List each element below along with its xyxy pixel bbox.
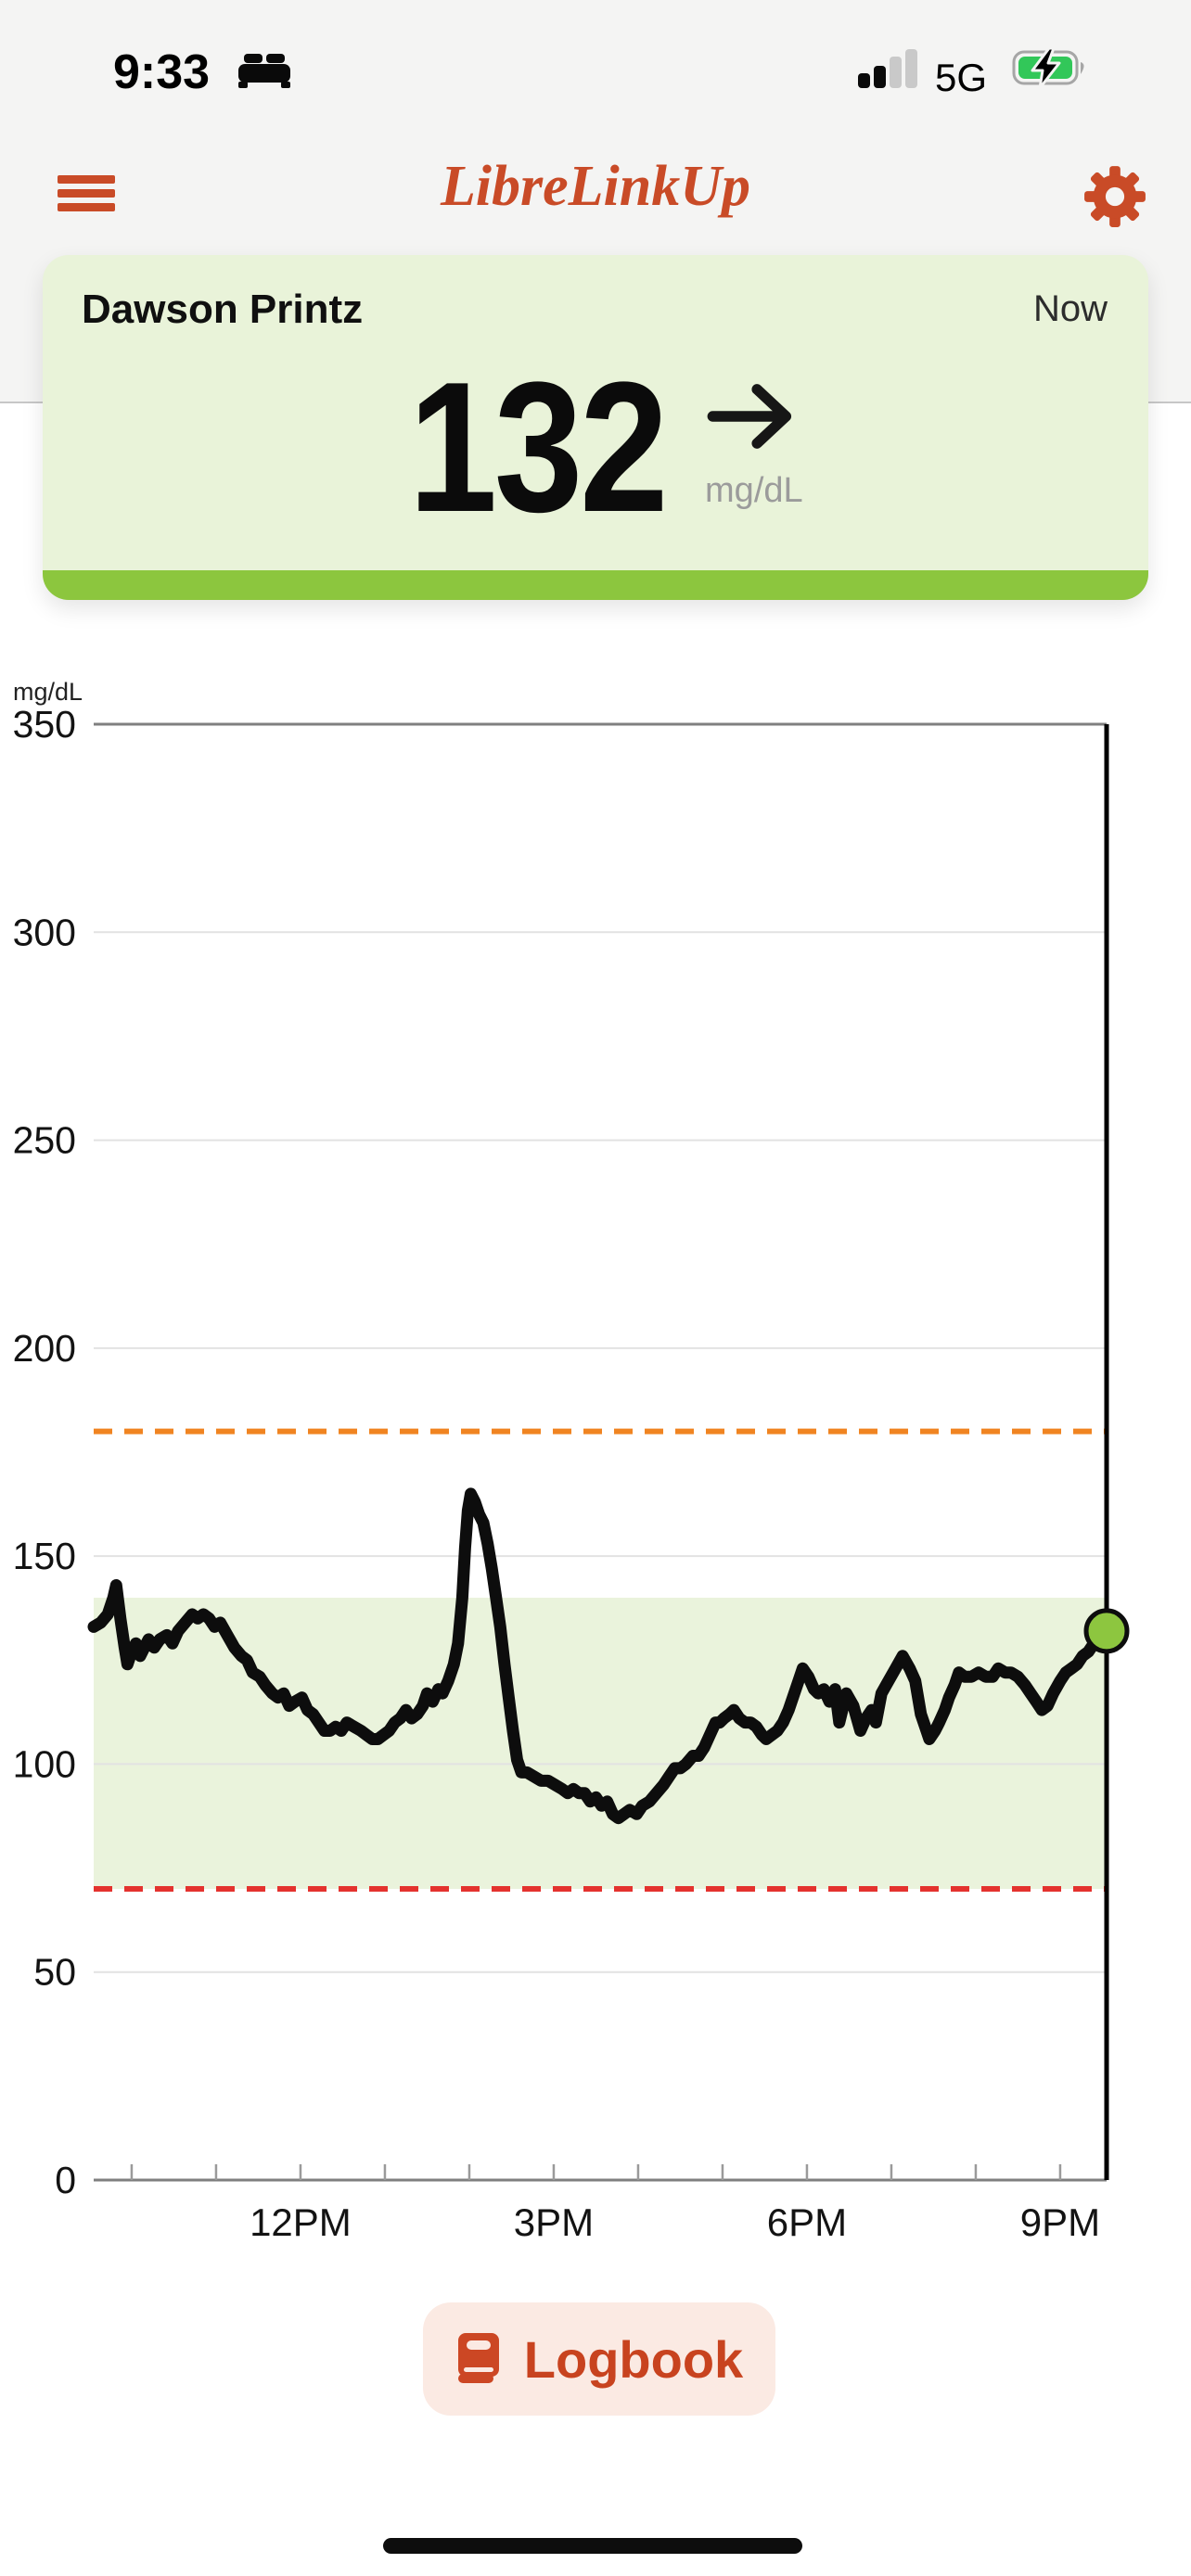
- y-axis-label: 0: [55, 2159, 76, 2201]
- x-axis-label: 9PM: [1020, 2200, 1100, 2244]
- bed-sleep-focus-icon: [237, 51, 291, 95]
- battery-charging-icon: [1012, 46, 1094, 94]
- y-axis-label: 150: [13, 1535, 76, 1577]
- y-axis-label: 350: [13, 703, 76, 746]
- hamburger-menu-icon[interactable]: [58, 175, 115, 211]
- status-time: 9:33: [113, 45, 211, 99]
- chart-plot-area[interactable]: [94, 724, 1107, 2180]
- home-indicator[interactable]: [383, 2538, 802, 2554]
- glucose-trace: [87, 1487, 1113, 1825]
- cellular-signal-icon: [858, 48, 921, 94]
- trend-arrow-right-icon: [705, 368, 801, 469]
- reading-timestamp: Now: [1032, 288, 1108, 329]
- current-glucose-dot: [1083, 1608, 1130, 1654]
- x-axis-label: 12PM: [250, 2200, 352, 2244]
- patient-glucose-card[interactable]: Dawson Printz Now 132 mg/dL: [43, 255, 1148, 600]
- glucose-unit: mg/dL: [705, 471, 803, 510]
- status-bar: 9:33 5G: [0, 37, 1191, 102]
- app-title: LibreLinkUp: [440, 155, 751, 218]
- gear-icon[interactable]: [1083, 165, 1146, 228]
- x-axis-label: 3PM: [514, 2200, 594, 2244]
- target-range-band: [94, 1598, 1107, 1889]
- x-axis-label: 6PM: [767, 2200, 847, 2244]
- network-type-label: 5G: [935, 56, 988, 99]
- y-axis-label: 50: [33, 1951, 76, 1994]
- glucose-value: 132: [408, 344, 669, 551]
- y-axis-label: 300: [13, 911, 76, 953]
- patient-name: Dawson Printz: [82, 287, 364, 332]
- glucose-value-row: 132 mg/dL: [43, 355, 1148, 541]
- book-icon: [455, 2332, 502, 2387]
- chart-unit-label: mg/dL: [13, 678, 83, 706]
- card-status-bar-green: [43, 570, 1148, 600]
- y-axis-label: 100: [13, 1742, 76, 1785]
- logbook-label: Logbook: [523, 2329, 744, 2389]
- y-axis-label: 200: [13, 1327, 76, 1370]
- y-axis-label: 250: [13, 1119, 76, 1162]
- logbook-button[interactable]: Logbook: [423, 2302, 775, 2416]
